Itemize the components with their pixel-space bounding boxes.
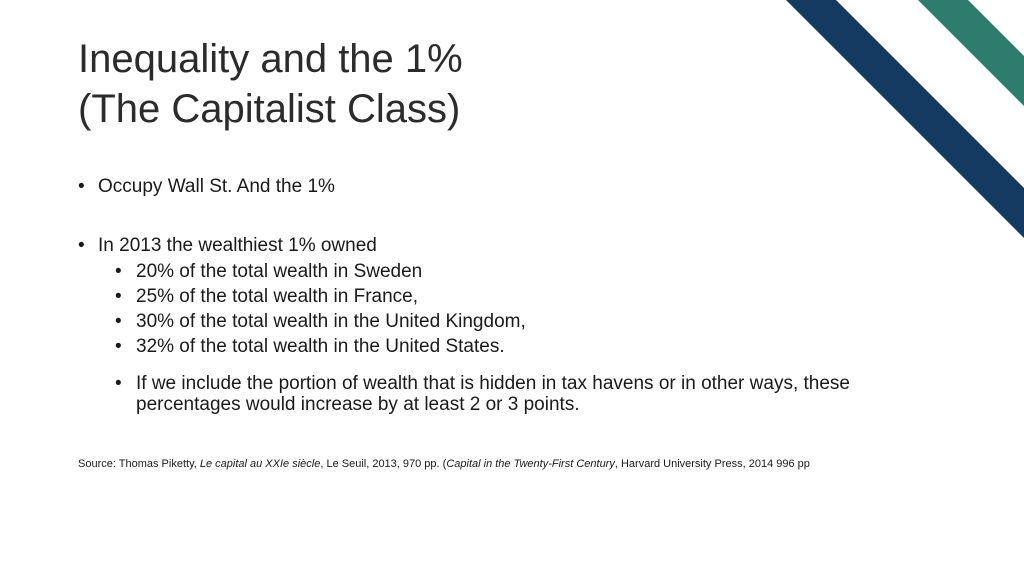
- slide-title: Inequality and the 1% (The Capitalist Cl…: [78, 34, 778, 134]
- teal-stripe: [918, 0, 1024, 106]
- sub-bullet-text: 25% of the total wealth in France,: [136, 286, 418, 307]
- bullet-dot: •: [115, 261, 122, 282]
- sub-bullet-uk: • 30% of the total wealth in the United …: [78, 309, 958, 334]
- sub-bullet-text: If we include the portion of wealth that…: [136, 373, 850, 415]
- sub-bullet-text: 30% of the total wealth in the United Ki…: [136, 311, 526, 332]
- sub-bullet-text: 32% of the total wealth in the United St…: [136, 336, 505, 357]
- title-line-1: Inequality and the 1%: [78, 37, 463, 81]
- bullet-dot: •: [115, 336, 122, 357]
- source-suffix: , Harvard University Press, 2014 996 pp: [614, 458, 810, 470]
- bullet-occupy: • Occupy Wall St. And the 1%: [78, 174, 958, 200]
- bullet-text: In 2013 the wealthiest 1% owned: [98, 235, 377, 256]
- bullet-dot: •: [78, 176, 85, 197]
- sub-bullet-us: • 32% of the total wealth in the United …: [78, 334, 958, 359]
- bullet-dot: •: [78, 235, 85, 256]
- bullet-dot: •: [115, 286, 122, 307]
- sub-bullet-france: • 25% of the total wealth in France,: [78, 284, 958, 309]
- source-book-french: Le capital au XXIe siècle: [199, 458, 321, 470]
- source-citation: Source: Thomas Piketty, Le capital au XX…: [78, 458, 978, 470]
- bullet-text: Occupy Wall St. And the 1%: [98, 176, 335, 197]
- source-book-english: Capital in the Twenty-First Century: [446, 458, 615, 470]
- sub-bullet-tax-havens: • If we include the portion of wealth th…: [78, 373, 958, 415]
- sub-bullet-sweden: • 20% of the total wealth in Sweden: [78, 259, 958, 284]
- sub-bullet-text: 20% of the total wealth in Sweden: [136, 261, 423, 282]
- slide-body: • Occupy Wall St. And the 1% • In 2013 t…: [78, 174, 958, 415]
- bullet-wealthiest: • In 2013 the wealthiest 1% owned: [78, 233, 958, 259]
- bullet-dot: •: [115, 373, 122, 394]
- source-prefix: Source: Thomas Piketty,: [78, 458, 200, 470]
- navy-stripe: [786, 0, 1024, 238]
- title-line-2: (The Capitalist Class): [78, 87, 461, 131]
- source-mid: , Le Seuil, 2013, 970 pp. (: [320, 458, 447, 470]
- bullet-dot: •: [115, 311, 122, 332]
